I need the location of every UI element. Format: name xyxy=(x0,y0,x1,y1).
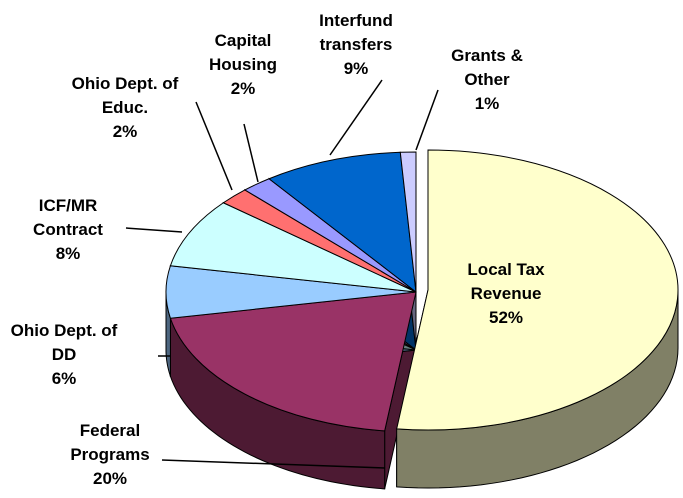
category-label: Ohio Dept. of Educ. xyxy=(71,74,179,117)
slice-label: Federal Programs 20% xyxy=(55,419,165,491)
category-label: Ohio Dept. of DD xyxy=(10,321,118,364)
leader-line xyxy=(125,227,183,233)
category-label: Grants & Other xyxy=(451,46,523,89)
leader-line xyxy=(161,459,386,469)
slice-label: Local Tax Revenue 52% xyxy=(451,258,561,330)
category-label: Federal Programs xyxy=(70,421,150,464)
slice-label: Grants & Other 1% xyxy=(442,44,532,116)
slice-label: Interfund transfers 9% xyxy=(306,9,406,81)
leader-lines xyxy=(125,79,439,469)
value-label: 20% xyxy=(92,469,128,488)
slice xyxy=(169,202,417,293)
slice-label: Capital Housing 2% xyxy=(198,29,288,101)
slice-label: Ohio Dept. of Educ. 2% xyxy=(70,72,180,144)
slice xyxy=(396,149,679,431)
value-label: 2% xyxy=(112,122,138,141)
category-label: ICF/MR Contract xyxy=(33,196,103,239)
leader-line xyxy=(195,101,233,191)
value-label: 52% xyxy=(488,308,524,327)
value-label: 6% xyxy=(51,369,77,388)
value-label: 1% xyxy=(474,94,500,113)
slice xyxy=(268,151,417,294)
slice-label: Ohio Dept. of DD 6% xyxy=(9,319,119,391)
value-label: 9% xyxy=(343,59,369,78)
category-label: Capital Housing xyxy=(209,31,277,74)
category-label: Local Tax Revenue xyxy=(467,260,545,303)
slice-label: ICF/MR Contract 8% xyxy=(13,194,123,266)
slice xyxy=(169,291,417,432)
leader-line xyxy=(329,79,383,156)
slice xyxy=(399,151,417,293)
value-label: 8% xyxy=(55,244,81,263)
leader-line xyxy=(415,89,439,151)
category-label: Interfund transfers xyxy=(319,11,393,54)
leader-line xyxy=(243,123,259,183)
value-label: 2% xyxy=(230,79,256,98)
